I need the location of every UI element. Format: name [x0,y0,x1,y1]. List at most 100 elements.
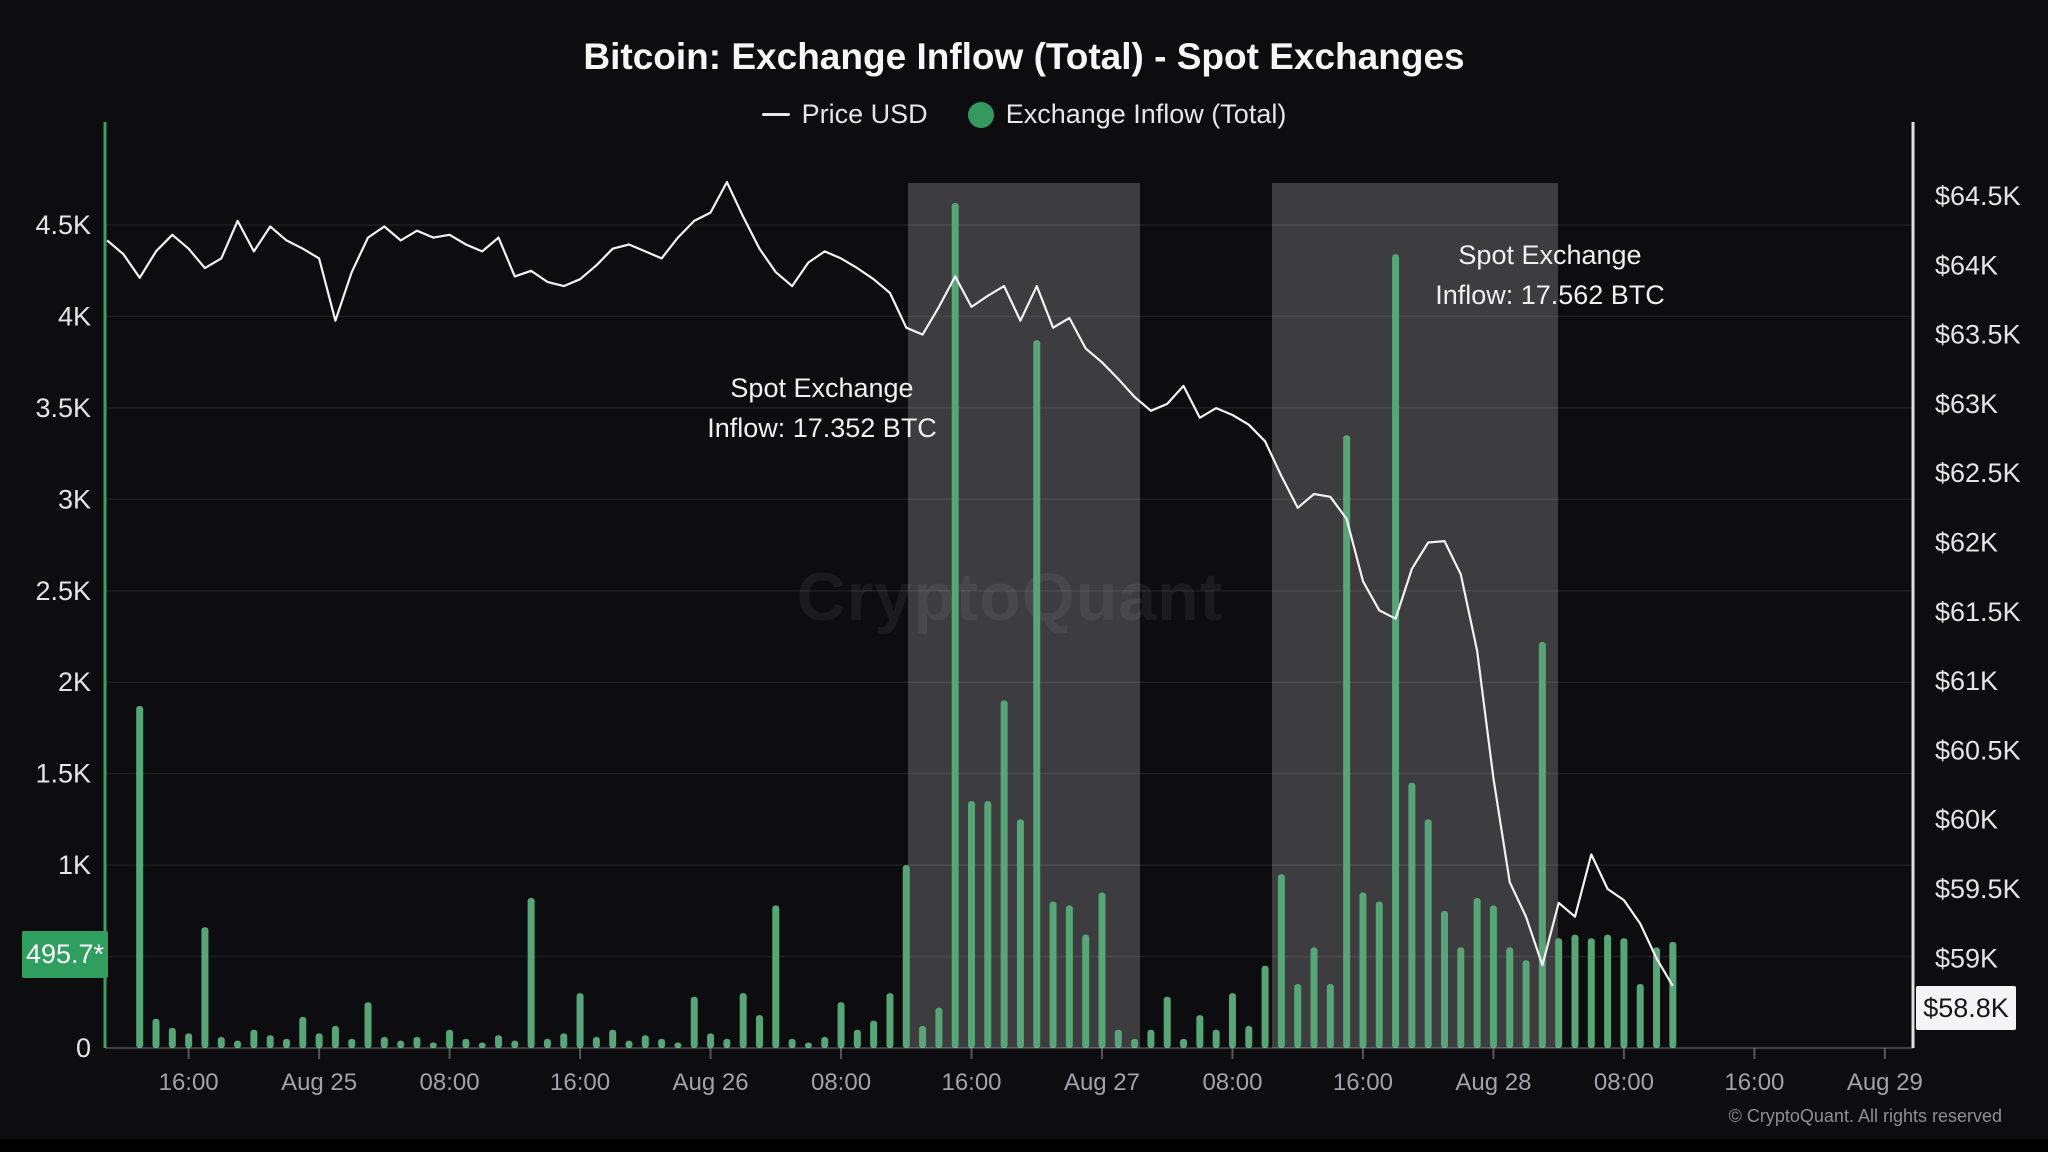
inflow-bar[interactable] [1457,947,1465,1048]
inflow-bar[interactable] [1636,983,1644,1048]
inflow-bar[interactable] [136,705,144,1048]
inflow-bar[interactable] [1669,941,1677,1048]
inflow-bar[interactable] [870,1020,878,1048]
inflow-bar[interactable] [1212,1029,1220,1048]
inflow-bar[interactable] [1163,996,1171,1048]
inflow-bar[interactable] [1620,938,1628,1048]
inflow-bar[interactable] [1082,934,1090,1048]
inflow-bar[interactable] [201,927,209,1048]
inflow-bar[interactable] [674,1042,682,1048]
inflow-bar[interactable] [217,1037,225,1048]
inflow-bar[interactable] [788,1038,796,1048]
legend-item-price[interactable]: Price USD [761,99,928,130]
inflow-bar[interactable] [152,1018,160,1048]
inflow-bar[interactable] [1522,960,1530,1048]
inflow-bar[interactable] [234,1040,242,1048]
inflow-bar[interactable] [1604,934,1612,1048]
inflow-bar[interactable] [1441,910,1448,1048]
left-axis-tick: 3.5K [35,393,91,423]
inflow-bar[interactable] [1653,947,1661,1048]
inflow-bar[interactable] [266,1035,274,1048]
inflow-bar[interactable] [1114,1029,1122,1048]
inflow-bar[interactable] [348,1038,356,1048]
inflow-bar[interactable] [446,1029,454,1048]
inflow-bar[interactable] [641,1035,649,1048]
inflow-bar[interactable] [625,1040,633,1048]
inflow-bar[interactable] [886,993,894,1048]
inflow-bar[interactable] [1131,1038,1139,1048]
inflow-bar[interactable] [364,1002,372,1048]
inflow-bar[interactable] [984,801,992,1048]
inflow-bar[interactable] [1587,938,1595,1048]
inflow-bar[interactable] [1310,947,1318,1048]
inflow-bar[interactable] [821,1037,829,1048]
inflow-bar[interactable] [609,1029,617,1048]
inflow-bar[interactable] [299,1016,307,1048]
inflow-bar[interactable] [755,1015,763,1048]
inflow-bar[interactable] [250,1029,258,1048]
inflow-bar[interactable] [902,865,910,1048]
inflow-bar[interactable] [1359,892,1367,1048]
inflow-bar[interactable] [1294,983,1302,1048]
price-line[interactable] [106,181,1674,987]
inflow-bar[interactable] [951,203,959,1048]
inflow-bar[interactable] [331,1026,339,1048]
inflow-bar[interactable] [1538,641,1546,1048]
inflow-bar[interactable] [1147,1029,1155,1048]
inflow-bar[interactable] [1245,1026,1253,1048]
inflow-bar[interactable] [1277,874,1285,1048]
inflow-bar[interactable] [560,1033,568,1048]
inflow-bar[interactable] [1473,898,1481,1048]
inflow-bar[interactable] [429,1042,437,1048]
inflow-bar[interactable] [1049,901,1057,1048]
inflow-bar[interactable] [837,1002,845,1048]
inflow-bar[interactable] [690,996,698,1048]
legend-item-inflow[interactable]: Exchange Inflow (Total) [967,99,1286,130]
inflow-bar[interactable] [315,1033,323,1048]
inflow-bar[interactable] [380,1037,388,1048]
inflow-bar[interactable] [592,1037,600,1048]
inflow-bar[interactable] [478,1042,486,1048]
inflow-bar[interactable] [658,1038,666,1048]
inflow-bar[interactable] [282,1038,290,1048]
inflow-bar[interactable] [772,905,780,1048]
inflow-bar[interactable] [1228,993,1236,1048]
inflow-bar[interactable] [511,1040,519,1048]
inflow-bar[interactable] [968,801,976,1048]
inflow-bar[interactable] [1098,892,1106,1048]
inflow-bar[interactable] [413,1037,421,1048]
inflow-bar[interactable] [1392,254,1400,1049]
inflow-bar[interactable] [1343,435,1351,1048]
inflow-bar[interactable] [853,1029,861,1048]
inflow-bar[interactable] [739,993,747,1048]
inflow-bar[interactable] [723,1038,731,1048]
inflow-bar[interactable] [1065,905,1073,1048]
inflow-bar[interactable] [707,1033,715,1048]
inflow-bar[interactable] [1506,947,1514,1048]
inflow-bar[interactable] [1180,1038,1188,1048]
inflow-bar[interactable] [527,898,535,1048]
inflow-bar[interactable] [1016,819,1024,1048]
inflow-bar[interactable] [1571,934,1579,1048]
inflow-bar[interactable] [462,1038,470,1048]
inflow-bar[interactable] [1555,938,1563,1048]
inflow-bar[interactable] [1033,340,1041,1048]
inflow-bar[interactable] [543,1038,551,1048]
inflow-bar[interactable] [935,1007,943,1048]
inflow-bar[interactable] [1000,700,1008,1048]
inflow-bar[interactable] [1489,905,1497,1048]
inflow-bar[interactable] [168,1027,176,1048]
inflow-bar[interactable] [185,1033,193,1048]
inflow-bar[interactable] [1326,983,1334,1048]
inflow-bar[interactable] [1408,782,1416,1048]
inflow-bar[interactable] [495,1035,503,1048]
inflow-bar[interactable] [1424,819,1432,1048]
inflow-bar[interactable] [804,1042,812,1048]
inflow-bar[interactable] [1375,901,1383,1048]
inflow-bar[interactable] [1196,1015,1204,1048]
inflow-bar[interactable] [397,1040,405,1048]
inflow-bar[interactable] [919,1026,927,1048]
inflow-bar[interactable] [576,993,584,1048]
inflow-bar[interactable] [1261,965,1269,1048]
